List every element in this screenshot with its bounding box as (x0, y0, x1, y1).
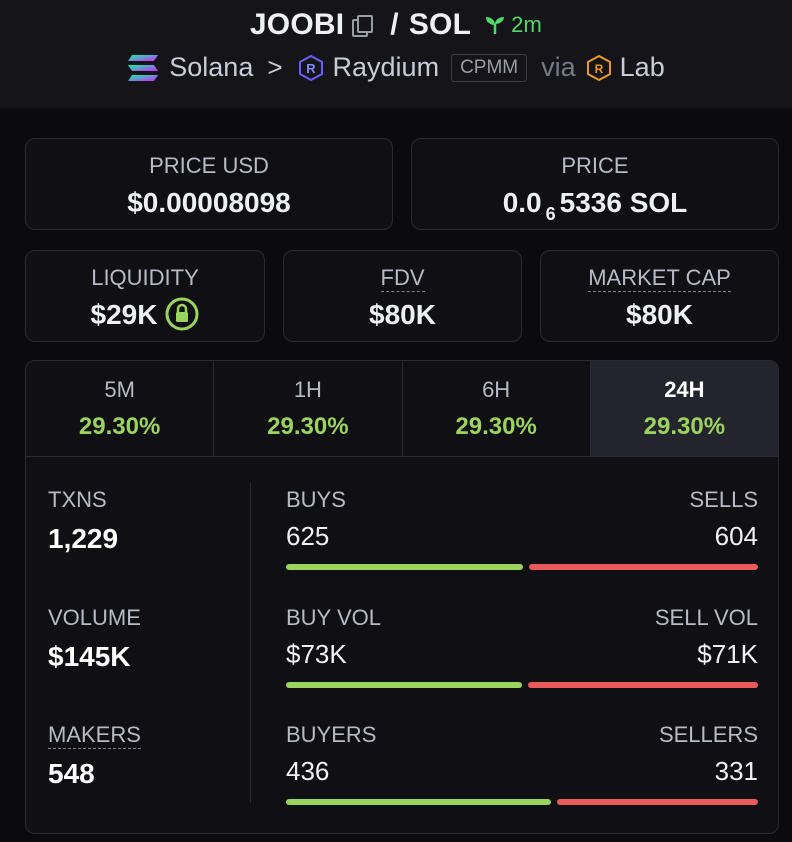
volume-label: VOLUME (48, 605, 141, 630)
buyers-value: 436 (286, 756, 330, 786)
price-usd-card: PRICE USD $0.00008098 (25, 138, 393, 230)
makers-label-row: MAKERS (48, 722, 228, 749)
route-separator: > (267, 52, 283, 82)
makers-label[interactable]: MAKERS (48, 722, 141, 749)
pair-age: 2m (483, 12, 542, 38)
buyers-sellers-bar (286, 799, 758, 805)
buys-bar-segment (286, 564, 524, 570)
svg-text:R: R (306, 61, 316, 76)
buys-value: 625 (286, 521, 330, 551)
chain-link[interactable]: Solana (169, 52, 254, 82)
market-cap-value: $80K (626, 299, 693, 330)
liquidity-card: LIQUIDITY $29K (25, 250, 265, 342)
tab-6h-change: 29.30% (455, 413, 537, 440)
stats-divider (250, 483, 251, 803)
tab-24h-label: 24H (664, 377, 705, 402)
liquidity-value-row: $29K (26, 297, 264, 334)
tab-1h[interactable]: 1H 29.30% (214, 361, 403, 456)
seedling-icon (486, 17, 505, 34)
tab-6h[interactable]: 6H 29.30% (403, 361, 591, 456)
buy-sell-volume-row: BUY VOL SELL VOL $73K $71K (286, 605, 758, 688)
buyers-sellers-row: BUYERS SELLERS 436 331 (286, 722, 758, 805)
fdv-label[interactable]: FDV (380, 265, 425, 292)
volume-value: $145K (48, 641, 131, 672)
copy-icon[interactable] (352, 15, 374, 37)
price-usd-value: $0.00008098 (127, 187, 291, 218)
price-native-zero-count: 6 (545, 204, 556, 224)
buy-vol-label: BUY VOL (286, 605, 381, 630)
pair-age-value: 2m (511, 12, 543, 37)
sell-vol-label: SELL VOL (654, 605, 758, 630)
market-cap-label[interactable]: MARKET CAP (588, 265, 731, 292)
tab-1h-label: 1H (293, 377, 322, 402)
lab-icon: R (586, 54, 611, 81)
tab-5m-change: 29.30% (78, 413, 161, 440)
tab-5m-label: 5M (104, 377, 135, 402)
price-native-prefix: 0.0 (502, 187, 542, 218)
pair-slash: / (390, 8, 399, 41)
liquidity-lock-icon[interactable] (165, 297, 199, 331)
fdv-card: FDV $80K (283, 250, 522, 342)
price-usd-label: PRICE USD (149, 153, 269, 178)
market-cap-card: MARKET CAP $80K (540, 250, 779, 342)
sellers-bar-segment (556, 799, 758, 805)
txns-value: 1,229 (48, 523, 119, 554)
quote-token-symbol: SOL (408, 8, 472, 41)
tab-6h-label: 6H (482, 377, 511, 402)
fdv-label-row: FDV (284, 265, 521, 292)
price-native-label: PRICE (561, 153, 629, 178)
sells-label: SELLS (689, 487, 759, 512)
raydium-icon: R (298, 54, 323, 81)
sellers-label: SELLERS (658, 722, 758, 747)
liquidity-value: $29K (90, 299, 158, 330)
makers-value: 548 (48, 758, 95, 789)
pair-route: Solana > R Raydium CPMM via R Lab (0, 52, 792, 83)
via-text: via (541, 52, 576, 82)
tab-5m[interactable]: 5M 29.30% (26, 361, 215, 456)
pool-type-badge: CPMM (451, 53, 528, 82)
timeframe-tabs: 5M 29.30% 1H 29.30% 6H 29.30% 24H 29.30% (26, 361, 778, 457)
sellers-value: 331 (714, 756, 758, 786)
buyers-bar-segment (286, 799, 551, 805)
buys-label: BUYS (286, 487, 346, 512)
sells-value: 604 (714, 521, 758, 551)
launchpad-link[interactable]: Lab (619, 52, 665, 82)
pair-header: JOOBI / SOL 2m Solana > (0, 0, 792, 108)
tab-24h[interactable]: 24H 29.30% (590, 361, 778, 456)
tab-24h-change: 29.30% (643, 413, 726, 440)
buyers-label: BUYERS (286, 722, 377, 747)
buy-vol-bar-segment (286, 682, 523, 688)
volume-stat: VOLUME $145K (48, 605, 228, 673)
txns-stat: TXNS 1,229 (48, 487, 228, 555)
buy-vol-value: $73K (286, 639, 347, 669)
svg-text:R: R (594, 62, 603, 76)
makers-stat: MAKERS 548 (48, 722, 228, 790)
buys-sells-row: BUYS SELLS 625 604 (286, 487, 758, 570)
solana-icon (128, 54, 159, 81)
sells-bar-segment (529, 564, 758, 570)
sell-vol-bar-segment (528, 682, 758, 688)
base-token-symbol: JOOBI (249, 8, 345, 41)
buy-sell-volume-bar (286, 682, 758, 688)
liquidity-label: LIQUIDITY (91, 265, 199, 290)
price-native-digits: 5336 SOL (559, 187, 688, 218)
dex-link[interactable]: Raydium (332, 52, 440, 82)
pair-title: JOOBI / SOL 2m (0, 8, 792, 42)
tab-1h-change: 29.30% (267, 413, 349, 440)
fdv-value: $80K (369, 299, 436, 330)
market-cap-label-row: MARKET CAP (541, 265, 778, 292)
buys-sells-bar (286, 564, 758, 570)
price-native-card: PRICE 0.0 6 5336 SOL (411, 138, 779, 230)
price-native-value: 0.0 6 5336 SOL (412, 187, 778, 224)
stats-panel: 5M 29.30% 1H 29.30% 6H 29.30% 24H 29.30%… (25, 360, 779, 834)
txns-label: TXNS (48, 487, 107, 512)
sell-vol-value: $71K (697, 639, 758, 669)
